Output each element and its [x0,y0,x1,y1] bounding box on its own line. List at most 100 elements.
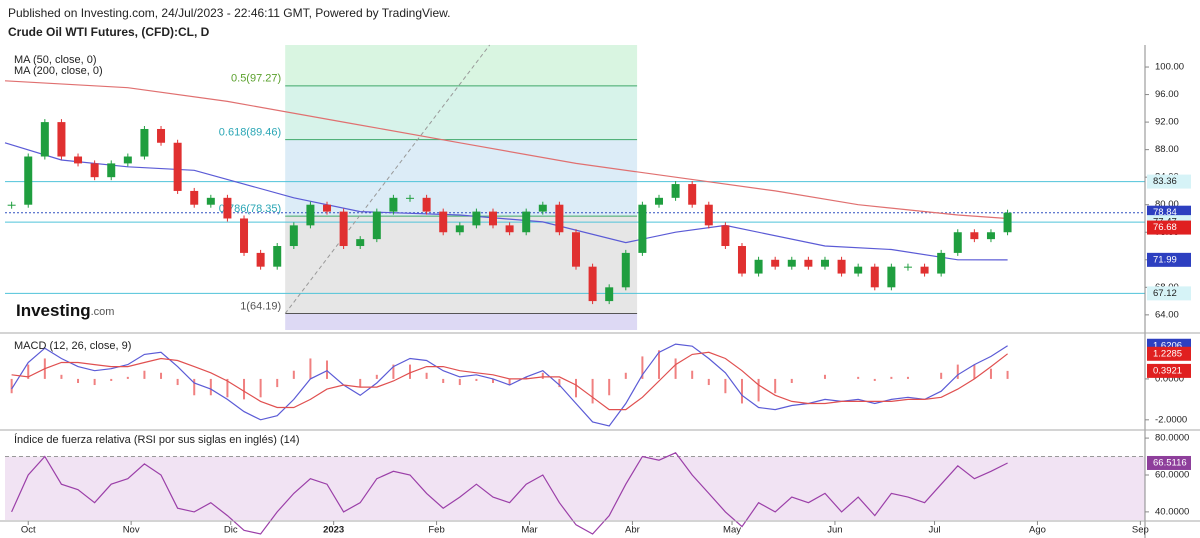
candle [422,197,431,212]
candle [455,225,464,233]
y-tick-label: 92.00 [1155,117,1179,128]
y-tick-label: 40.0000 [1155,506,1189,517]
price-badge [1147,346,1191,361]
y-tick-label: 60.0000 [1155,470,1189,481]
price-badge-label: 66.5116 [1153,457,1187,468]
candle [870,266,879,288]
price-badge [1147,220,1191,235]
fib-zone [285,85,638,140]
price-badge-label: 0.3921 [1153,365,1182,376]
candle [854,266,863,274]
price-badge [1147,286,1191,301]
x-tick-label: Ago [1029,525,1046,536]
candle [920,266,929,274]
pane-title: MACD (12, 26, close, 9) [14,340,131,352]
indicator-line [4,142,1008,261]
candle [522,211,531,233]
candle [206,197,215,205]
fib-label: 0.5(97.27) [231,73,281,85]
candle [903,266,912,268]
candle [538,204,547,212]
candle [555,204,564,233]
candle [621,252,630,288]
candle [588,266,597,302]
fib-label: 0.618(89.46) [219,126,281,138]
x-tick-label: Feb [428,525,444,536]
indicator-line [11,351,1008,411]
x-tick-label: Jul [928,525,940,536]
y-tick-label: 0.0000 [1155,373,1184,384]
candle [605,287,614,302]
y-tick-label: 100.00 [1155,62,1184,73]
candle [571,232,580,267]
x-tick-label: May [723,525,741,536]
indicator-line [11,343,1008,427]
candle [57,122,66,157]
pane-title: Índice de fuerza relativa (RSI por sus s… [14,433,300,446]
price-badge [1147,252,1191,267]
candle [688,184,697,205]
fib-zone [285,313,638,330]
x-tick-label: Oct [21,525,36,536]
candle [339,211,348,247]
candle [771,259,780,267]
candle [74,156,83,164]
candle [721,225,730,247]
candle [820,259,829,267]
candle [1003,212,1012,233]
y-tick-label: 88.00 [1155,144,1179,155]
y-tick-label: 80.0000 [1155,433,1189,444]
x-tick-label: Sep [1132,525,1149,536]
y-tick-label: 80.00 [1155,199,1179,210]
x-tick-label: Nov [123,525,140,536]
x-tick-label: Dic [224,525,238,536]
logo: Investing.com [16,301,114,320]
indicator-line [4,80,1008,220]
candle [970,232,979,240]
candle [937,252,946,274]
price-badge-label: 67.12 [1153,288,1177,299]
legend-entry: MA (50, close, 0) [14,54,97,66]
candle [986,232,995,240]
price-badge [1147,363,1191,378]
candle [953,232,962,253]
candle [223,197,232,219]
candle [24,156,33,205]
fib-label: 0.786(78.35) [219,203,281,215]
candle [7,204,16,206]
candle [505,225,514,233]
candle [638,204,647,253]
candle [372,211,381,240]
candle [107,163,116,178]
candle [40,122,49,157]
candle [389,197,398,212]
x-tick-label: Mar [521,525,537,536]
price-badge [1147,455,1191,470]
candle [439,211,448,233]
logo-suffix: .com [91,306,115,318]
price-badge-label: 76.68 [1153,222,1177,233]
candle [704,204,713,226]
price-badge-label: 1.2285 [1153,348,1182,359]
candle [306,204,315,226]
fib-zone [285,139,638,217]
x-tick-label: Abr [625,525,640,536]
candle [737,246,746,274]
candle [140,128,149,157]
candle [671,184,680,198]
price-badge [1147,174,1191,189]
candle [273,246,282,267]
price-badge-label: 1.6206 [1153,340,1182,351]
candle [240,218,249,253]
fib-zone [285,45,638,86]
price-badge-label: 71.99 [1153,254,1177,265]
price-badge-label: 78.84 [1153,207,1177,218]
trend-line [284,44,491,314]
published: Published on Investing.com, 24/Jul/2023 … [8,6,450,20]
candle [654,197,663,205]
candle [489,211,498,226]
candle [289,225,298,247]
logo-text: Investing [16,301,91,320]
candle [90,163,99,178]
